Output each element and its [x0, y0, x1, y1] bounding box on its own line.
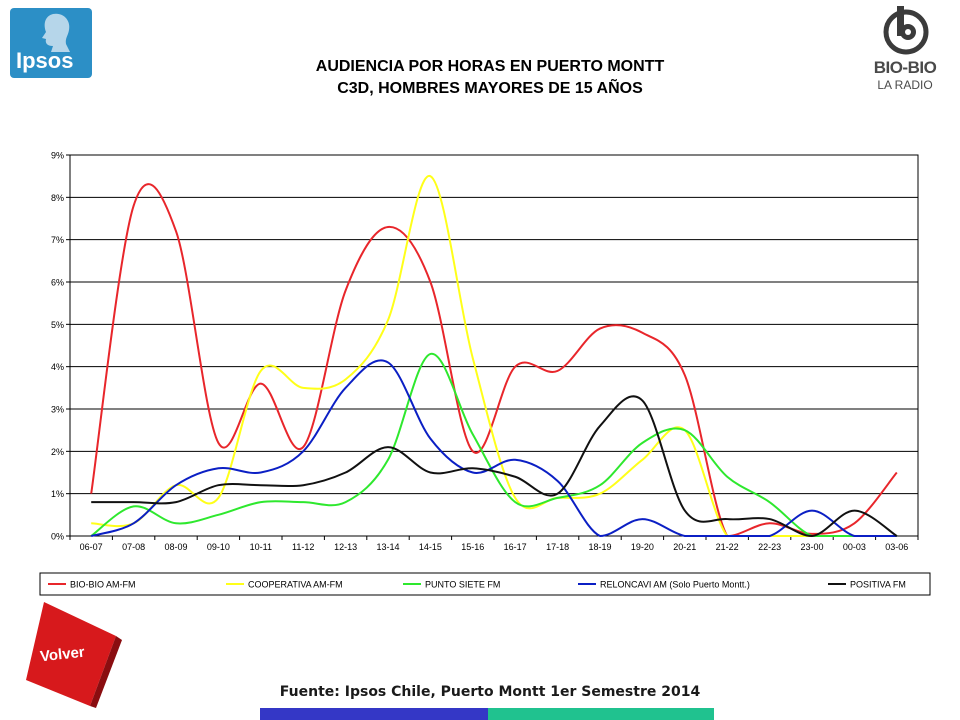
y-tick-label: 4%: [51, 362, 64, 372]
footer-bar-blue: [260, 708, 488, 720]
x-tick-label: 03-06: [885, 542, 908, 552]
x-tick-label: 06-07: [80, 542, 103, 552]
biobio-logo-name: BIO-BIO: [873, 58, 937, 77]
page-title: AUDIENCIA POR HORAS EN PUERTO MONTT C3D,…: [200, 56, 780, 100]
x-tick-label: 13-14: [376, 542, 399, 552]
series-line-3: [90, 352, 897, 537]
legend-label-4: RELONCAVI AM (Solo Puerto Montt.): [600, 580, 750, 590]
source-note: Fuente: Ipsos Chile, Puerto Montt 1er Se…: [279, 684, 701, 700]
x-tick-label: 11-12: [292, 542, 314, 552]
y-tick-label: 0%: [51, 532, 64, 542]
biobio-logo-tagline: LA RADIO: [877, 78, 933, 92]
x-tick-label: 16-17: [504, 542, 527, 552]
footer-bar-teal: [488, 708, 714, 720]
series-line-5: [91, 395, 898, 538]
x-tick-label: 15-16: [461, 542, 484, 552]
biobio-logo: BIO-BIO LA RADIO: [868, 6, 942, 96]
x-tick-label: 17-18: [546, 542, 569, 552]
ipsos-face-icon: [42, 13, 70, 52]
y-tick-label: 3%: [51, 405, 64, 415]
x-tick-label: 09-10: [207, 542, 230, 552]
title-line-1: AUDIENCIA POR HORAS EN PUERTO MONTT: [315, 58, 665, 75]
volver-button[interactable]: Volver: [24, 600, 124, 708]
x-tick-label: 21-22: [716, 542, 739, 552]
biobio-radio-icon: [883, 6, 929, 55]
x-tick-label: 08-09: [164, 542, 187, 552]
x-tick-label: 19-20: [631, 542, 654, 552]
ipsos-logo: Ipsos: [10, 8, 92, 78]
ipsos-logo-text: Ipsos: [16, 48, 74, 73]
title-line-2: C3D, HOMBRES MAYORES DE 15 AÑOS: [337, 80, 643, 97]
line-chart: 0% 1% 2% 3% 4% 5% 6% 7% 8% 9% 06-07 07-08 08-09 09-10…: [39, 151, 931, 596]
x-tick-label: 18-19: [588, 542, 611, 552]
y-tick-label: 6%: [51, 278, 64, 288]
y-tick-label: 9%: [51, 151, 64, 161]
chart-container: 0% 1% 2% 3% 4% 5% 6% 7% 8% 9% 06-07 07-08 08-09 09-10…: [20, 140, 940, 610]
legend-label-3: PUNTO SIETE FM: [425, 580, 500, 590]
y-tick-label: 5%: [51, 320, 64, 330]
x-tick-label: 22-23: [758, 542, 781, 552]
legend-box: [39, 572, 931, 596]
x-tick-label: 10-11: [250, 542, 272, 552]
y-tick-label: 7%: [51, 235, 64, 245]
x-tick-label: 23-00: [800, 542, 823, 552]
legend-label-5: POSITIVA FM: [850, 580, 906, 590]
x-tick-label: 20-21: [673, 542, 696, 552]
volver-tab-icon: [26, 602, 122, 708]
x-tick-label: 07-08: [122, 542, 145, 552]
y-tick-label: 1%: [51, 489, 64, 499]
x-tick-label: 14-15: [419, 542, 442, 552]
legend-label-1: BIO-BIO AM-FM: [70, 580, 136, 590]
legend-label-2: COOPERATIVA AM-FM: [248, 580, 343, 590]
x-tick-label: 12-13: [334, 542, 357, 552]
y-tick-label: 8%: [51, 193, 64, 203]
x-tick-label: 00-03: [843, 542, 866, 552]
y-tick-label: 2%: [51, 447, 64, 457]
